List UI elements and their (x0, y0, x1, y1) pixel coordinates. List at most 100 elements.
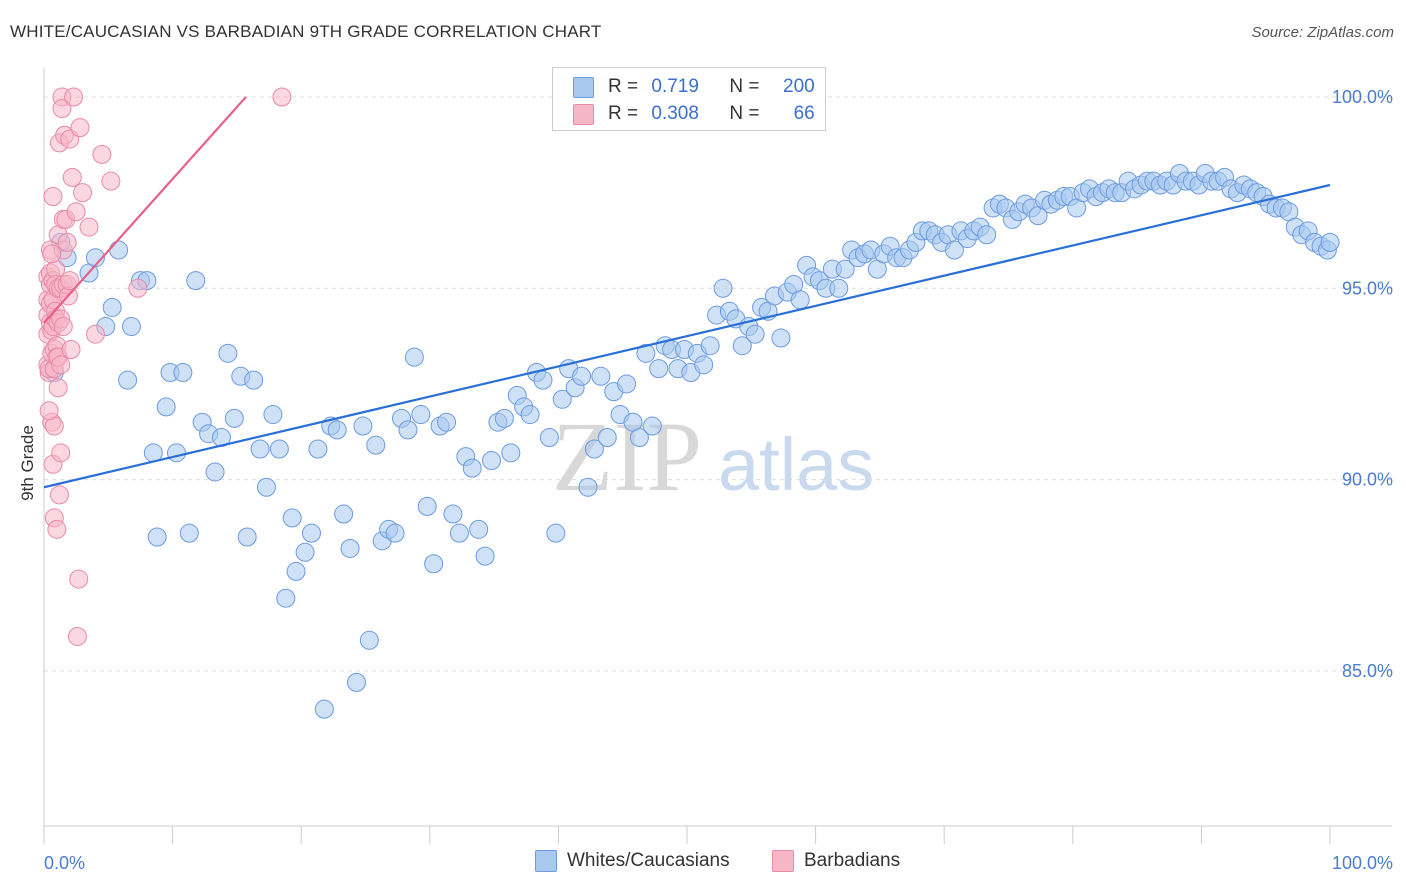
data-point (520, 405, 540, 425)
source-label: Source: ZipAtlas.com (1251, 24, 1394, 41)
data-point (263, 405, 283, 425)
x-tick-label: 100.0% (1332, 853, 1393, 873)
data-point (73, 183, 93, 203)
legend-row-whites: R = 0.719 N = 200 (573, 73, 815, 101)
y-tick-label: 100.0% (1332, 87, 1393, 107)
data-point (443, 504, 463, 524)
data-point (424, 554, 444, 574)
data-point (790, 290, 810, 310)
data-point (475, 546, 495, 566)
data-point (572, 366, 592, 386)
data-point (64, 87, 84, 107)
data-point (79, 217, 99, 237)
data-point (732, 336, 752, 356)
data-point (494, 408, 514, 428)
y-axis-label: 9th Grade (18, 425, 37, 501)
data-point (308, 439, 328, 459)
data-point (327, 420, 347, 440)
data-point (584, 439, 604, 459)
data-point (482, 450, 502, 470)
data-point (334, 504, 354, 524)
data-point (301, 523, 321, 543)
legend-n-value: 66 (793, 103, 815, 124)
data-point (52, 98, 72, 118)
data-point (224, 408, 244, 428)
data-point (546, 523, 566, 543)
data-point (286, 561, 306, 581)
bottom-legend-label-barbadians: Barbadians (804, 850, 901, 871)
legend-r-label: R = (608, 103, 644, 124)
data-point (57, 232, 77, 252)
data-point (944, 240, 964, 260)
data-point (552, 389, 572, 409)
data-points (38, 87, 1340, 719)
data-point (282, 508, 302, 528)
stats-legend: R = 0.719 N = 200 R = 0.308 N = 66 (552, 67, 826, 131)
data-point (47, 519, 67, 539)
watermark-atlas: atlas (718, 423, 874, 506)
data-point (173, 362, 193, 382)
y-tick-label: 90.0% (1342, 470, 1393, 490)
data-point (53, 317, 73, 337)
data-point (51, 355, 71, 375)
data-point (128, 278, 148, 298)
bottom-legend-swatch-whites (535, 850, 557, 872)
data-point (353, 416, 373, 436)
data-point (66, 202, 86, 222)
data-point (156, 397, 176, 417)
legend-r-value: 0.719 (651, 76, 699, 97)
data-point (642, 416, 662, 436)
data-point (437, 412, 457, 432)
data-point (977, 225, 997, 245)
data-point (205, 462, 225, 482)
data-point (829, 278, 849, 298)
data-point (636, 343, 656, 363)
data-point (85, 324, 105, 344)
data-point (629, 428, 649, 448)
data-point (109, 240, 129, 260)
data-point (60, 271, 80, 291)
data-point (43, 186, 63, 206)
data-point (385, 523, 405, 543)
trend-lines (43, 96, 1331, 489)
data-point (101, 171, 121, 191)
data-point (147, 527, 167, 547)
data-point (346, 672, 366, 692)
data-point (69, 569, 89, 589)
y-tick-label: 95.0% (1342, 278, 1393, 298)
data-point (250, 439, 270, 459)
data-point (700, 336, 720, 356)
data-point (118, 370, 138, 390)
legend-r-label: R = (608, 76, 644, 97)
data-point (166, 443, 186, 463)
data-point (340, 538, 360, 558)
x-tick-label: 0.0% (44, 853, 85, 873)
data-point (404, 347, 424, 367)
data-point (295, 542, 315, 562)
data-point (244, 370, 264, 390)
data-point (102, 297, 122, 317)
tick-labels: 85.0% 90.0% 95.0% 100.0% 0.0% 100.0% (44, 87, 1393, 873)
data-point (269, 439, 289, 459)
legend-n-value: 200 (783, 76, 815, 97)
data-point (578, 477, 598, 497)
trend-line-1 (43, 96, 247, 324)
series-1 (38, 87, 292, 646)
data-point (591, 366, 611, 386)
chart-title: WHITE/CAUCASIAN VS BARBADIAN 9TH GRADE C… (10, 22, 602, 41)
data-point (501, 443, 521, 463)
bottom-legend-swatch-barbadians (772, 850, 794, 872)
data-point (462, 458, 482, 478)
legend-r-value: 0.308 (651, 103, 699, 124)
data-point (62, 167, 82, 187)
data-point (61, 340, 81, 360)
legend-n-label: N = (729, 103, 765, 124)
data-point (121, 317, 141, 337)
data-point (70, 118, 90, 138)
data-point (256, 477, 276, 497)
data-point (48, 378, 68, 398)
data-point (51, 443, 71, 463)
bottom-legend-label-whites: Whites/Caucasians (567, 850, 730, 871)
data-point (1320, 232, 1340, 252)
